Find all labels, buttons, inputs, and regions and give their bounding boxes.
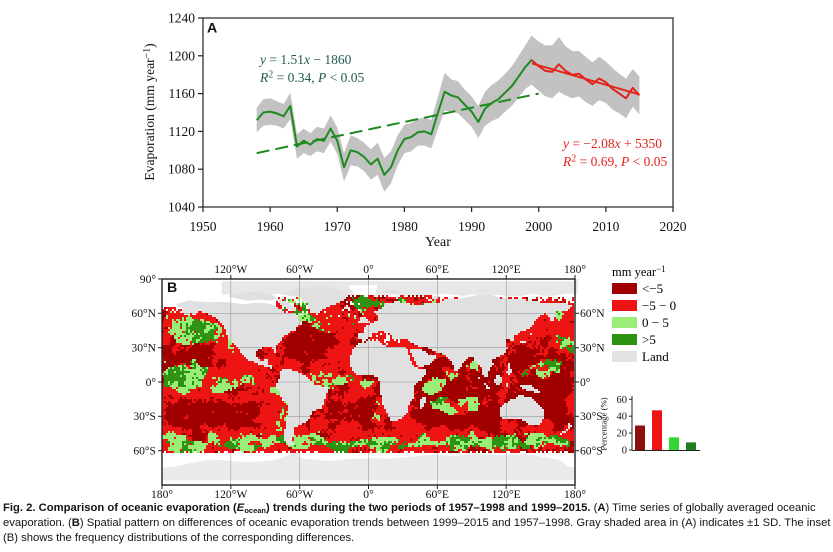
svg-text:60°N: 60°N xyxy=(131,307,156,320)
svg-text:2020: 2020 xyxy=(660,219,687,234)
svg-text:>5: >5 xyxy=(642,332,656,347)
svg-text:Year: Year xyxy=(425,235,451,250)
svg-text:180°: 180° xyxy=(564,263,586,276)
svg-text:0: 0 xyxy=(622,446,627,457)
svg-text:A: A xyxy=(207,21,217,37)
svg-text:1960: 1960 xyxy=(257,219,284,234)
svg-text:120°W: 120°W xyxy=(214,488,247,501)
svg-text:0 − 5: 0 − 5 xyxy=(642,315,669,330)
svg-text:1200: 1200 xyxy=(168,48,195,63)
svg-text:30°S: 30°S xyxy=(133,410,156,423)
svg-text:1160: 1160 xyxy=(169,86,196,101)
svg-text:60°N: 60°N xyxy=(580,307,605,320)
svg-text:120°E: 120°E xyxy=(492,263,521,276)
svg-text:60°S: 60°S xyxy=(133,445,156,458)
svg-text:Evaporation (mm year−1): Evaporation (mm year−1) xyxy=(142,43,159,180)
svg-text:<−5: <−5 xyxy=(642,281,663,296)
svg-text:Percentage (%): Percentage (%) xyxy=(599,397,609,450)
svg-text:40: 40 xyxy=(617,412,628,423)
svg-text:60: 60 xyxy=(617,395,628,406)
svg-text:20: 20 xyxy=(617,429,628,440)
svg-text:60°W: 60°W xyxy=(286,263,313,276)
svg-text:mm year−1: mm year−1 xyxy=(612,264,666,279)
svg-text:180°: 180° xyxy=(151,488,173,501)
svg-text:1950: 1950 xyxy=(190,219,217,234)
svg-text:0°: 0° xyxy=(363,488,374,501)
svg-text:1040: 1040 xyxy=(168,200,195,215)
svg-text:30°N: 30°N xyxy=(580,342,605,355)
svg-text:2000: 2000 xyxy=(525,219,552,234)
svg-text:60°W: 60°W xyxy=(286,488,313,501)
svg-text:1120: 1120 xyxy=(169,124,196,139)
svg-text:2010: 2010 xyxy=(592,219,619,234)
svg-text:30°S: 30°S xyxy=(580,410,603,423)
svg-text:1980: 1980 xyxy=(391,219,418,234)
svg-text:1990: 1990 xyxy=(458,219,485,234)
svg-text:R2 = 0.34, P < 0.05: R2 = 0.34, P < 0.05 xyxy=(259,70,364,86)
svg-text:1970: 1970 xyxy=(324,219,351,234)
svg-text:−5 − 0: −5 − 0 xyxy=(642,298,676,313)
svg-text:y = −2.08x + 5350: y = −2.08x + 5350 xyxy=(561,136,662,151)
svg-text:Land: Land xyxy=(642,349,669,364)
svg-text:1080: 1080 xyxy=(168,162,195,177)
svg-text:y = 1.51x − 1860: y = 1.51x − 1860 xyxy=(258,52,352,67)
svg-text:60°S: 60°S xyxy=(580,445,603,458)
svg-text:R2 = 0.69, P < 0.05: R2 = 0.69, P < 0.05 xyxy=(562,154,667,170)
svg-text:60°E: 60°E xyxy=(426,488,449,501)
svg-text:0°: 0° xyxy=(146,376,157,389)
svg-text:30°N: 30°N xyxy=(131,342,156,355)
svg-text:0°: 0° xyxy=(580,376,591,389)
svg-text:180°: 180° xyxy=(564,488,586,501)
svg-text:120°E: 120°E xyxy=(492,488,521,501)
svg-text:120°W: 120°W xyxy=(214,263,247,276)
svg-text:90°: 90° xyxy=(140,273,157,286)
svg-text:0°: 0° xyxy=(363,263,374,276)
svg-text:1240: 1240 xyxy=(168,11,195,26)
svg-text:60°E: 60°E xyxy=(426,263,449,276)
svg-text:B: B xyxy=(167,280,177,296)
